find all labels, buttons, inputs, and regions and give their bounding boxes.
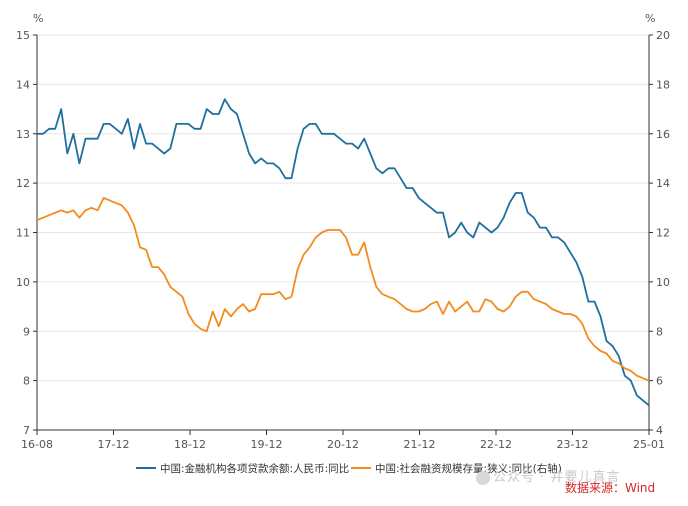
left-axis-tick-label: 14 bbox=[16, 78, 30, 91]
left-axis-tick-label: 8 bbox=[23, 375, 30, 388]
left-axis-tick-label: 15 bbox=[16, 29, 30, 42]
right-axis-tick-label: 14 bbox=[656, 177, 670, 190]
left-axis-tick-label: 10 bbox=[16, 276, 30, 289]
wechat-icon bbox=[476, 470, 490, 485]
x-axis-tick-label: 22-12 bbox=[480, 438, 512, 451]
series-line-2 bbox=[36, 197, 650, 382]
right-axis-tick-label: 6 bbox=[656, 375, 663, 388]
x-axis-tick-label: 18-12 bbox=[174, 438, 206, 451]
source-note: 数据来源：Wind bbox=[565, 481, 656, 495]
x-axis-tick-label: 21-12 bbox=[404, 438, 436, 451]
gridlines bbox=[37, 34, 649, 382]
right-axis-tick-label: 10 bbox=[656, 276, 670, 289]
right-axis-tick-label: 16 bbox=[656, 128, 670, 141]
left-axis-tick-label: 11 bbox=[16, 227, 30, 240]
right-axis-tick-label: 8 bbox=[656, 325, 663, 338]
watermark: 公众号 · 井要儿真言 bbox=[476, 466, 620, 485]
x-axis-tick-label: 16-08 bbox=[21, 438, 53, 451]
axes: 7 8 9 10 11 12 13 14 15 4 6 8 10 12 14 16 18 20 16-08 17-12… bbox=[16, 29, 670, 451]
left-axis-tick-label: 7 bbox=[23, 424, 30, 437]
x-axis-tick-label: 19-12 bbox=[251, 438, 283, 451]
left-axis-tick-label: 12 bbox=[16, 177, 30, 190]
right-axis-tick-label: 12 bbox=[656, 227, 670, 240]
x-axis-tick-label: 20-12 bbox=[327, 438, 359, 451]
series-lines bbox=[36, 98, 650, 407]
watermark-text: 公众号 · 井要儿真言 bbox=[493, 470, 621, 485]
legend-label-series-2: 中国:社会融资规模存量:狭义:同比(右轴) bbox=[375, 462, 562, 475]
right-axis-unit: % bbox=[645, 12, 655, 25]
right-axis-tick-label: 18 bbox=[656, 78, 670, 91]
x-axis-tick-label: 23-12 bbox=[557, 438, 589, 451]
left-axis-tick-label: 9 bbox=[23, 325, 30, 338]
left-axis-unit: % bbox=[33, 12, 43, 25]
x-axis-tick-label: 25-01 bbox=[633, 438, 665, 451]
series-line-1 bbox=[37, 98, 650, 407]
legend-label-series-1: 中国:金融机构各项贷款余额:人民币:同比 bbox=[160, 462, 349, 475]
legend: 中国:金融机构各项贷款余额:人民币:同比 中国:社会融资规模存量:狭义:同比(右… bbox=[136, 462, 562, 475]
right-axis-tick-label: 20 bbox=[656, 29, 670, 42]
x-axis-tick-label: 17-12 bbox=[98, 438, 130, 451]
right-axis-tick-label: 4 bbox=[656, 424, 663, 437]
left-axis-tick-label: 13 bbox=[16, 128, 30, 141]
